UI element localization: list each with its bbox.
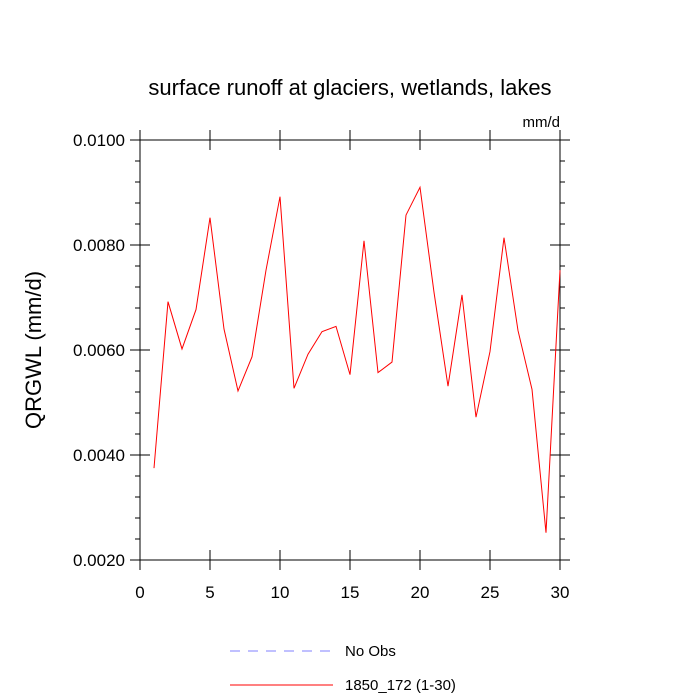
units-label: mm/d [523, 114, 561, 131]
legend-label: No Obs [345, 643, 396, 660]
x-tick-label: 10 [271, 583, 290, 602]
plot-frame [139, 139, 561, 561]
y-tick-label: 0.0080 [73, 236, 125, 255]
x-tick-label: 0 [135, 583, 144, 602]
x-tick-label: 15 [341, 583, 360, 602]
x-tick-label: 20 [411, 583, 430, 602]
x-tick-label: 5 [205, 583, 214, 602]
x-tick-label: 25 [481, 583, 500, 602]
legend: No Obs 1850_172 (1-30) [230, 643, 456, 694]
y-tick-label: 0.0100 [73, 131, 125, 150]
y-axis-label: QRGWL (mm/d) [21, 271, 46, 429]
series-line [153, 185, 561, 533]
axes: 0 5 10 15 20 25 30 0.0020 0.0040 0.0060 0.0080 0.01… [73, 130, 570, 602]
y-tick-label: 0.0060 [73, 341, 125, 360]
chart-title: surface runoff at glaciers, wetlands, la… [148, 75, 551, 100]
legend-label: 1850_172 (1-30) [345, 677, 456, 694]
x-tick-label: 30 [551, 583, 570, 602]
y-tick-label: 0.0020 [73, 551, 125, 570]
series-group [153, 185, 561, 533]
y-tick-label: 0.0040 [73, 446, 125, 465]
